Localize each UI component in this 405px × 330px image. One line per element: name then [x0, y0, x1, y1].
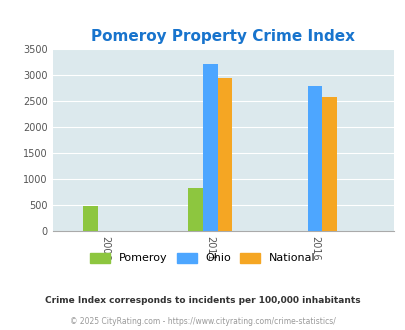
Legend: Pomeroy, Ohio, National: Pomeroy, Ohio, National: [90, 253, 315, 263]
Text: © 2025 CityRating.com - https://www.cityrating.com/crime-statistics/: © 2025 CityRating.com - https://www.city…: [70, 317, 335, 326]
Bar: [217, 78, 232, 231]
Bar: [202, 64, 217, 231]
Title: Pomeroy Property Crime Index: Pomeroy Property Crime Index: [91, 29, 354, 44]
Bar: [188, 188, 202, 231]
Bar: [322, 97, 336, 231]
Bar: [83, 206, 98, 231]
Bar: [307, 86, 322, 231]
Text: Crime Index corresponds to incidents per 100,000 inhabitants: Crime Index corresponds to incidents per…: [45, 296, 360, 305]
